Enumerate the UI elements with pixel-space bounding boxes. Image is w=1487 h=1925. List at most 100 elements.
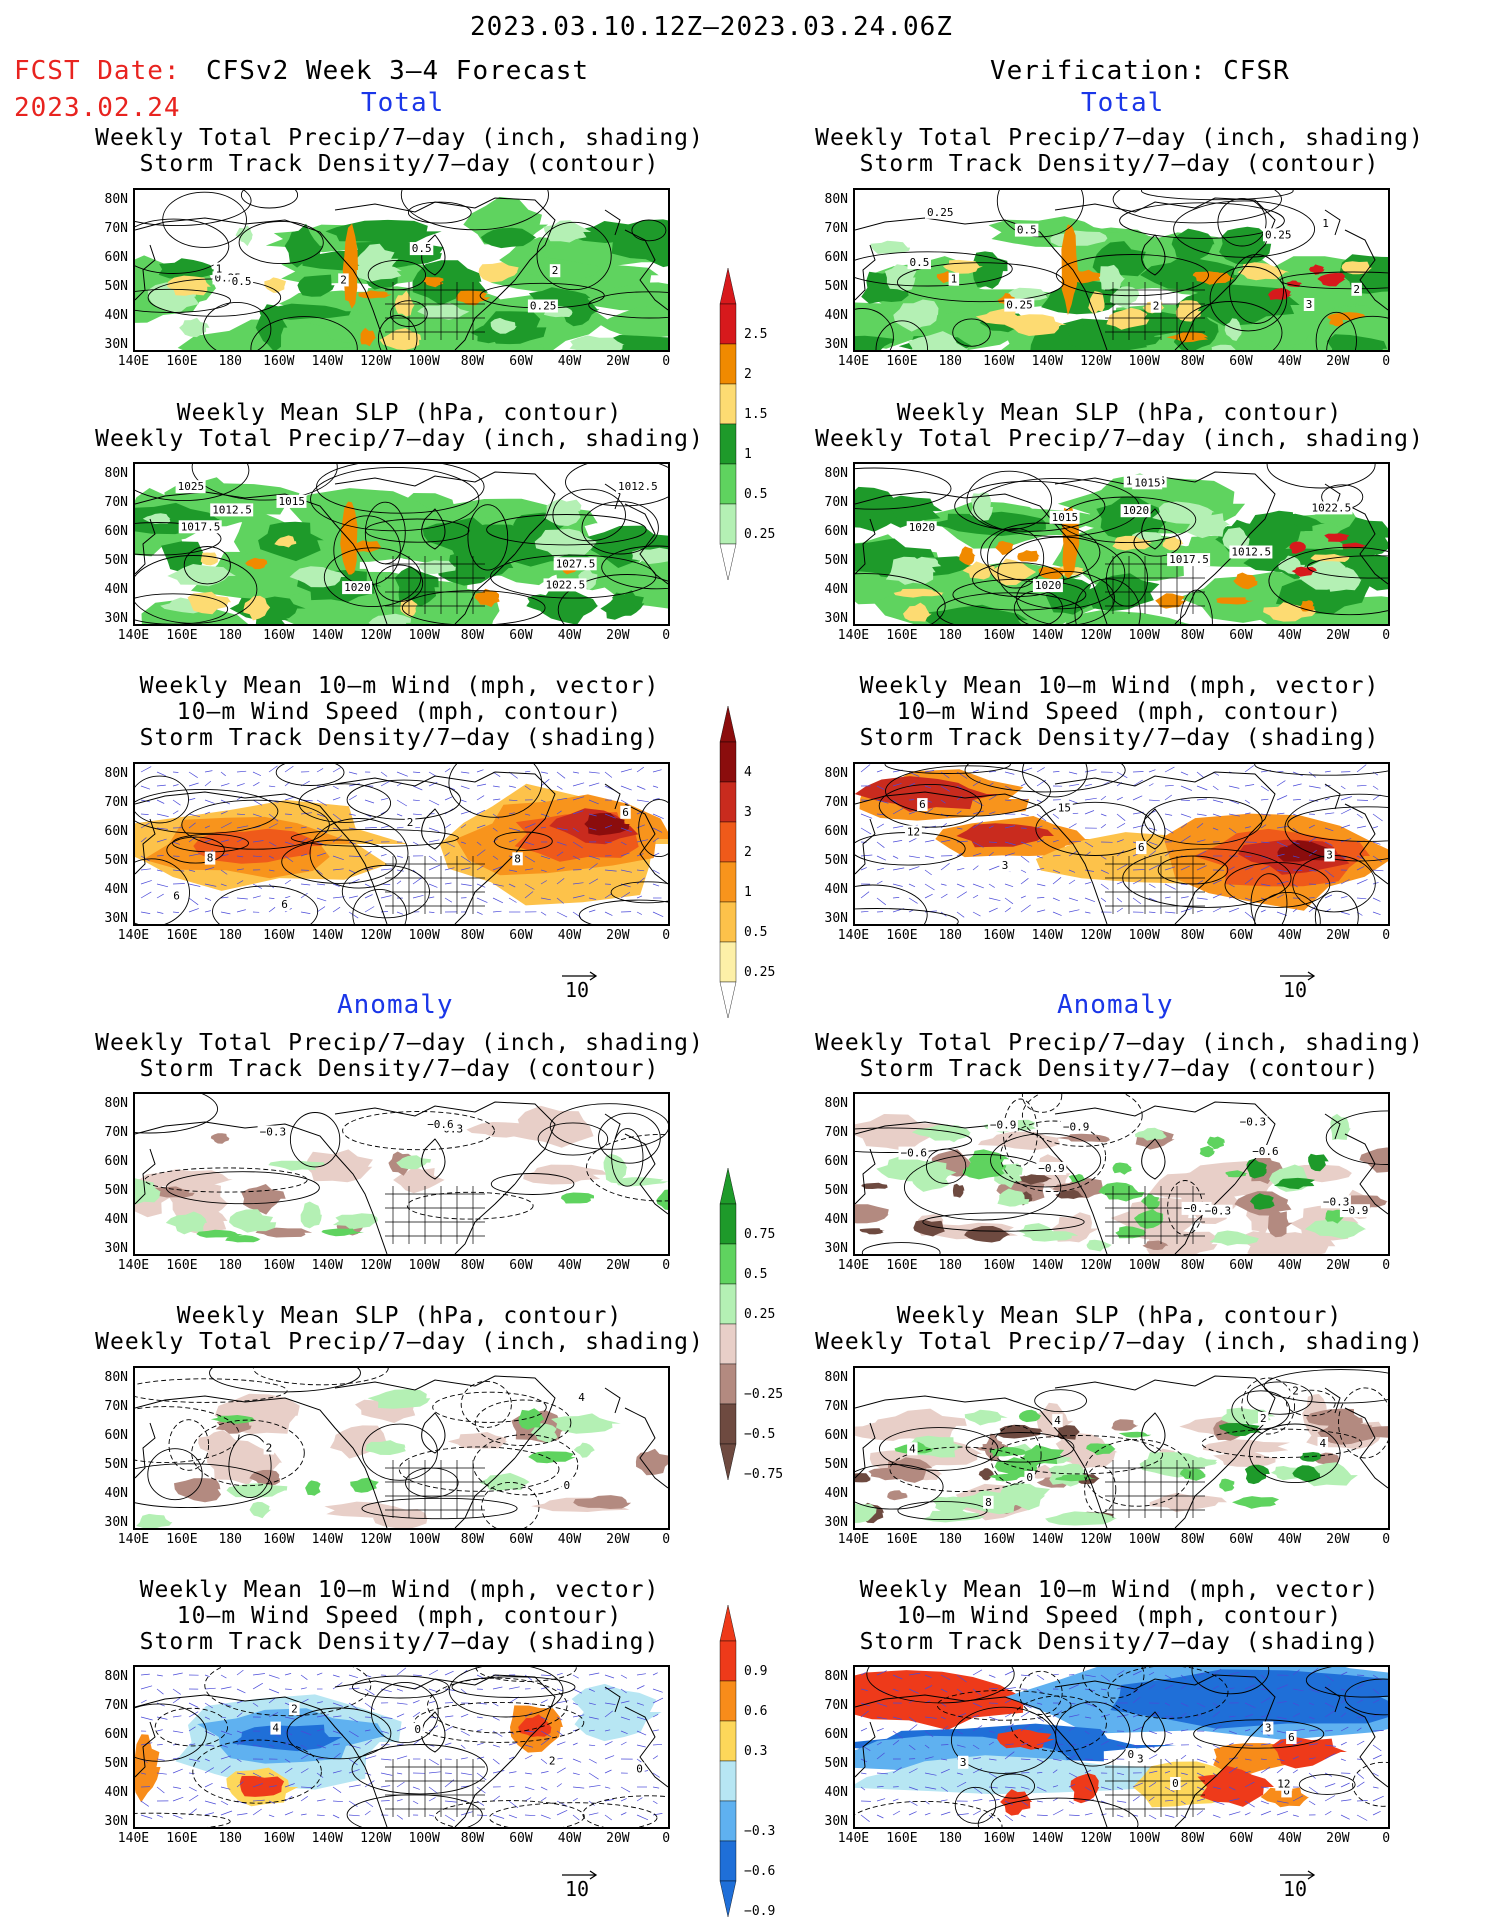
map-panel-l4: −0.3−0.6−0.3	[133, 1092, 670, 1256]
contour-label: 2	[549, 1754, 556, 1767]
anomaly-shade	[946, 1125, 966, 1143]
state-borders	[385, 1186, 485, 1244]
contour-label: 3	[1265, 1722, 1272, 1735]
contour-label-bg	[634, 1762, 645, 1776]
panel-title: 10–m Wind Speed (mph, contour)	[896, 699, 1343, 725]
contour-label-bg	[1004, 298, 1035, 312]
contour-label-bg	[907, 256, 931, 270]
colorbar-segment	[719, 1168, 737, 1205]
colorbar-segment	[719, 741, 737, 783]
anomaly-shade	[367, 1389, 431, 1409]
lon-label: 80W	[460, 628, 485, 643]
contour-label: 12	[907, 825, 920, 838]
precip-shade	[379, 328, 422, 350]
anomaly-shade	[1209, 1230, 1260, 1246]
right-anomaly-label: Anomaly	[1057, 990, 1174, 1020]
contour-label: 3	[1002, 859, 1009, 872]
map-panel-r1: 2 3 0.5 1 0.25 0.25 1 0.5 2 0.25	[853, 188, 1390, 352]
lon-label: 140W	[311, 1831, 343, 1846]
lon-label: 100W	[408, 1831, 440, 1846]
precip-shade	[855, 335, 895, 350]
map-plot: 10201017.510151012.51022.510201012.51015…	[855, 464, 1388, 624]
lon-label: 80W	[460, 1258, 485, 1273]
colorbar-segment	[719, 1680, 737, 1722]
lon-label: 140W	[1031, 354, 1063, 369]
contour-label-bg	[210, 503, 254, 517]
precip-shade	[995, 540, 1014, 555]
contour-label: 2	[1260, 1412, 1267, 1425]
contour-lines	[135, 1368, 579, 1528]
anomaly-shade	[1317, 1419, 1376, 1445]
anomaly-shade	[1000, 1482, 1050, 1511]
panel-title: Weekly Mean SLP (hPa, contour)	[896, 400, 1343, 426]
lat-label: 70N	[824, 495, 848, 510]
precip-shade	[349, 262, 402, 282]
precip-shade	[1006, 287, 1051, 301]
anomaly-shade	[861, 1182, 888, 1189]
contour-label: 3	[1326, 849, 1333, 862]
precip-shade	[490, 317, 517, 334]
contour-label-bg	[404, 815, 416, 829]
precip-shade	[1005, 314, 1067, 336]
lat-label: 70N	[824, 1698, 848, 1713]
contour-label: 4	[1054, 1414, 1061, 1427]
contour-label: 2	[552, 264, 559, 277]
anomaly-shade	[1142, 1240, 1169, 1250]
anomaly-shade	[1149, 1492, 1227, 1513]
state-borders	[1105, 1759, 1205, 1817]
lon-label: 120W	[1080, 928, 1112, 943]
storm-anomaly-shade	[239, 1775, 285, 1797]
anomaly-shade	[140, 1169, 233, 1191]
precip-shade	[478, 262, 519, 283]
fcst-date-value: 2023.02.24	[14, 93, 181, 123]
contour-label-bg	[948, 272, 960, 286]
contour-label: 4	[1320, 1437, 1327, 1450]
contour-label: 0	[1128, 1748, 1135, 1761]
lat-label: 50N	[824, 553, 848, 568]
anomaly-shade	[964, 1226, 1011, 1243]
anomaly-shade	[528, 1451, 576, 1464]
contour-label: 1012.5	[212, 503, 252, 516]
colorbar-segment	[719, 543, 737, 580]
lon-label: 120W	[360, 1831, 392, 1846]
colorbar-label: 0.5	[744, 1267, 768, 1282]
colorbar-segment	[719, 1323, 737, 1365]
lat-label: 30N	[824, 337, 848, 352]
contour-label-bg	[620, 805, 631, 819]
anomaly-shade	[1308, 1153, 1329, 1172]
lon-label: 80W	[460, 928, 485, 943]
lon-label: 140W	[1031, 628, 1063, 643]
precip-shade	[142, 513, 171, 524]
panel-title: 10–m Wind Speed (mph, contour)	[896, 1603, 1343, 1629]
colorbar-segment	[719, 423, 737, 465]
state-borders	[385, 282, 485, 340]
contour-lines	[135, 764, 668, 924]
coastline	[855, 1375, 1388, 1528]
map-plot: 3 3 6 15 12 6	[855, 764, 1388, 924]
lon-label: 80W	[1180, 628, 1205, 643]
contour-label: −0.3	[1205, 1205, 1232, 1218]
contour-label-bg	[1324, 848, 1335, 862]
contour-label-bg	[1275, 1777, 1293, 1791]
lon-label: 60W	[1229, 928, 1253, 943]
lat-label: 30N	[104, 1515, 128, 1530]
lat-label: 80N	[824, 466, 848, 481]
lat-label: 50N	[824, 853, 848, 868]
contour-label: 0	[1026, 1471, 1033, 1484]
lon-label: 120W	[360, 1532, 392, 1547]
precip-shade	[259, 303, 351, 320]
panel-title: Storm Track Density/7–day (shading)	[859, 1629, 1380, 1655]
contour-label-bg	[576, 1391, 587, 1404]
anomaly-shade	[1055, 1189, 1084, 1199]
contour-label-bg	[1263, 228, 1293, 242]
contour-label-bg	[1309, 501, 1353, 515]
contour-label-bg	[1014, 223, 1039, 237]
anomaly-shade	[1237, 1231, 1336, 1254]
contour-label: 2	[291, 1702, 298, 1715]
lon-label: 0	[1382, 628, 1391, 643]
contour-label: 0.25	[1265, 228, 1292, 241]
anomaly-shade	[603, 1153, 628, 1184]
precip-shade	[1106, 307, 1150, 330]
